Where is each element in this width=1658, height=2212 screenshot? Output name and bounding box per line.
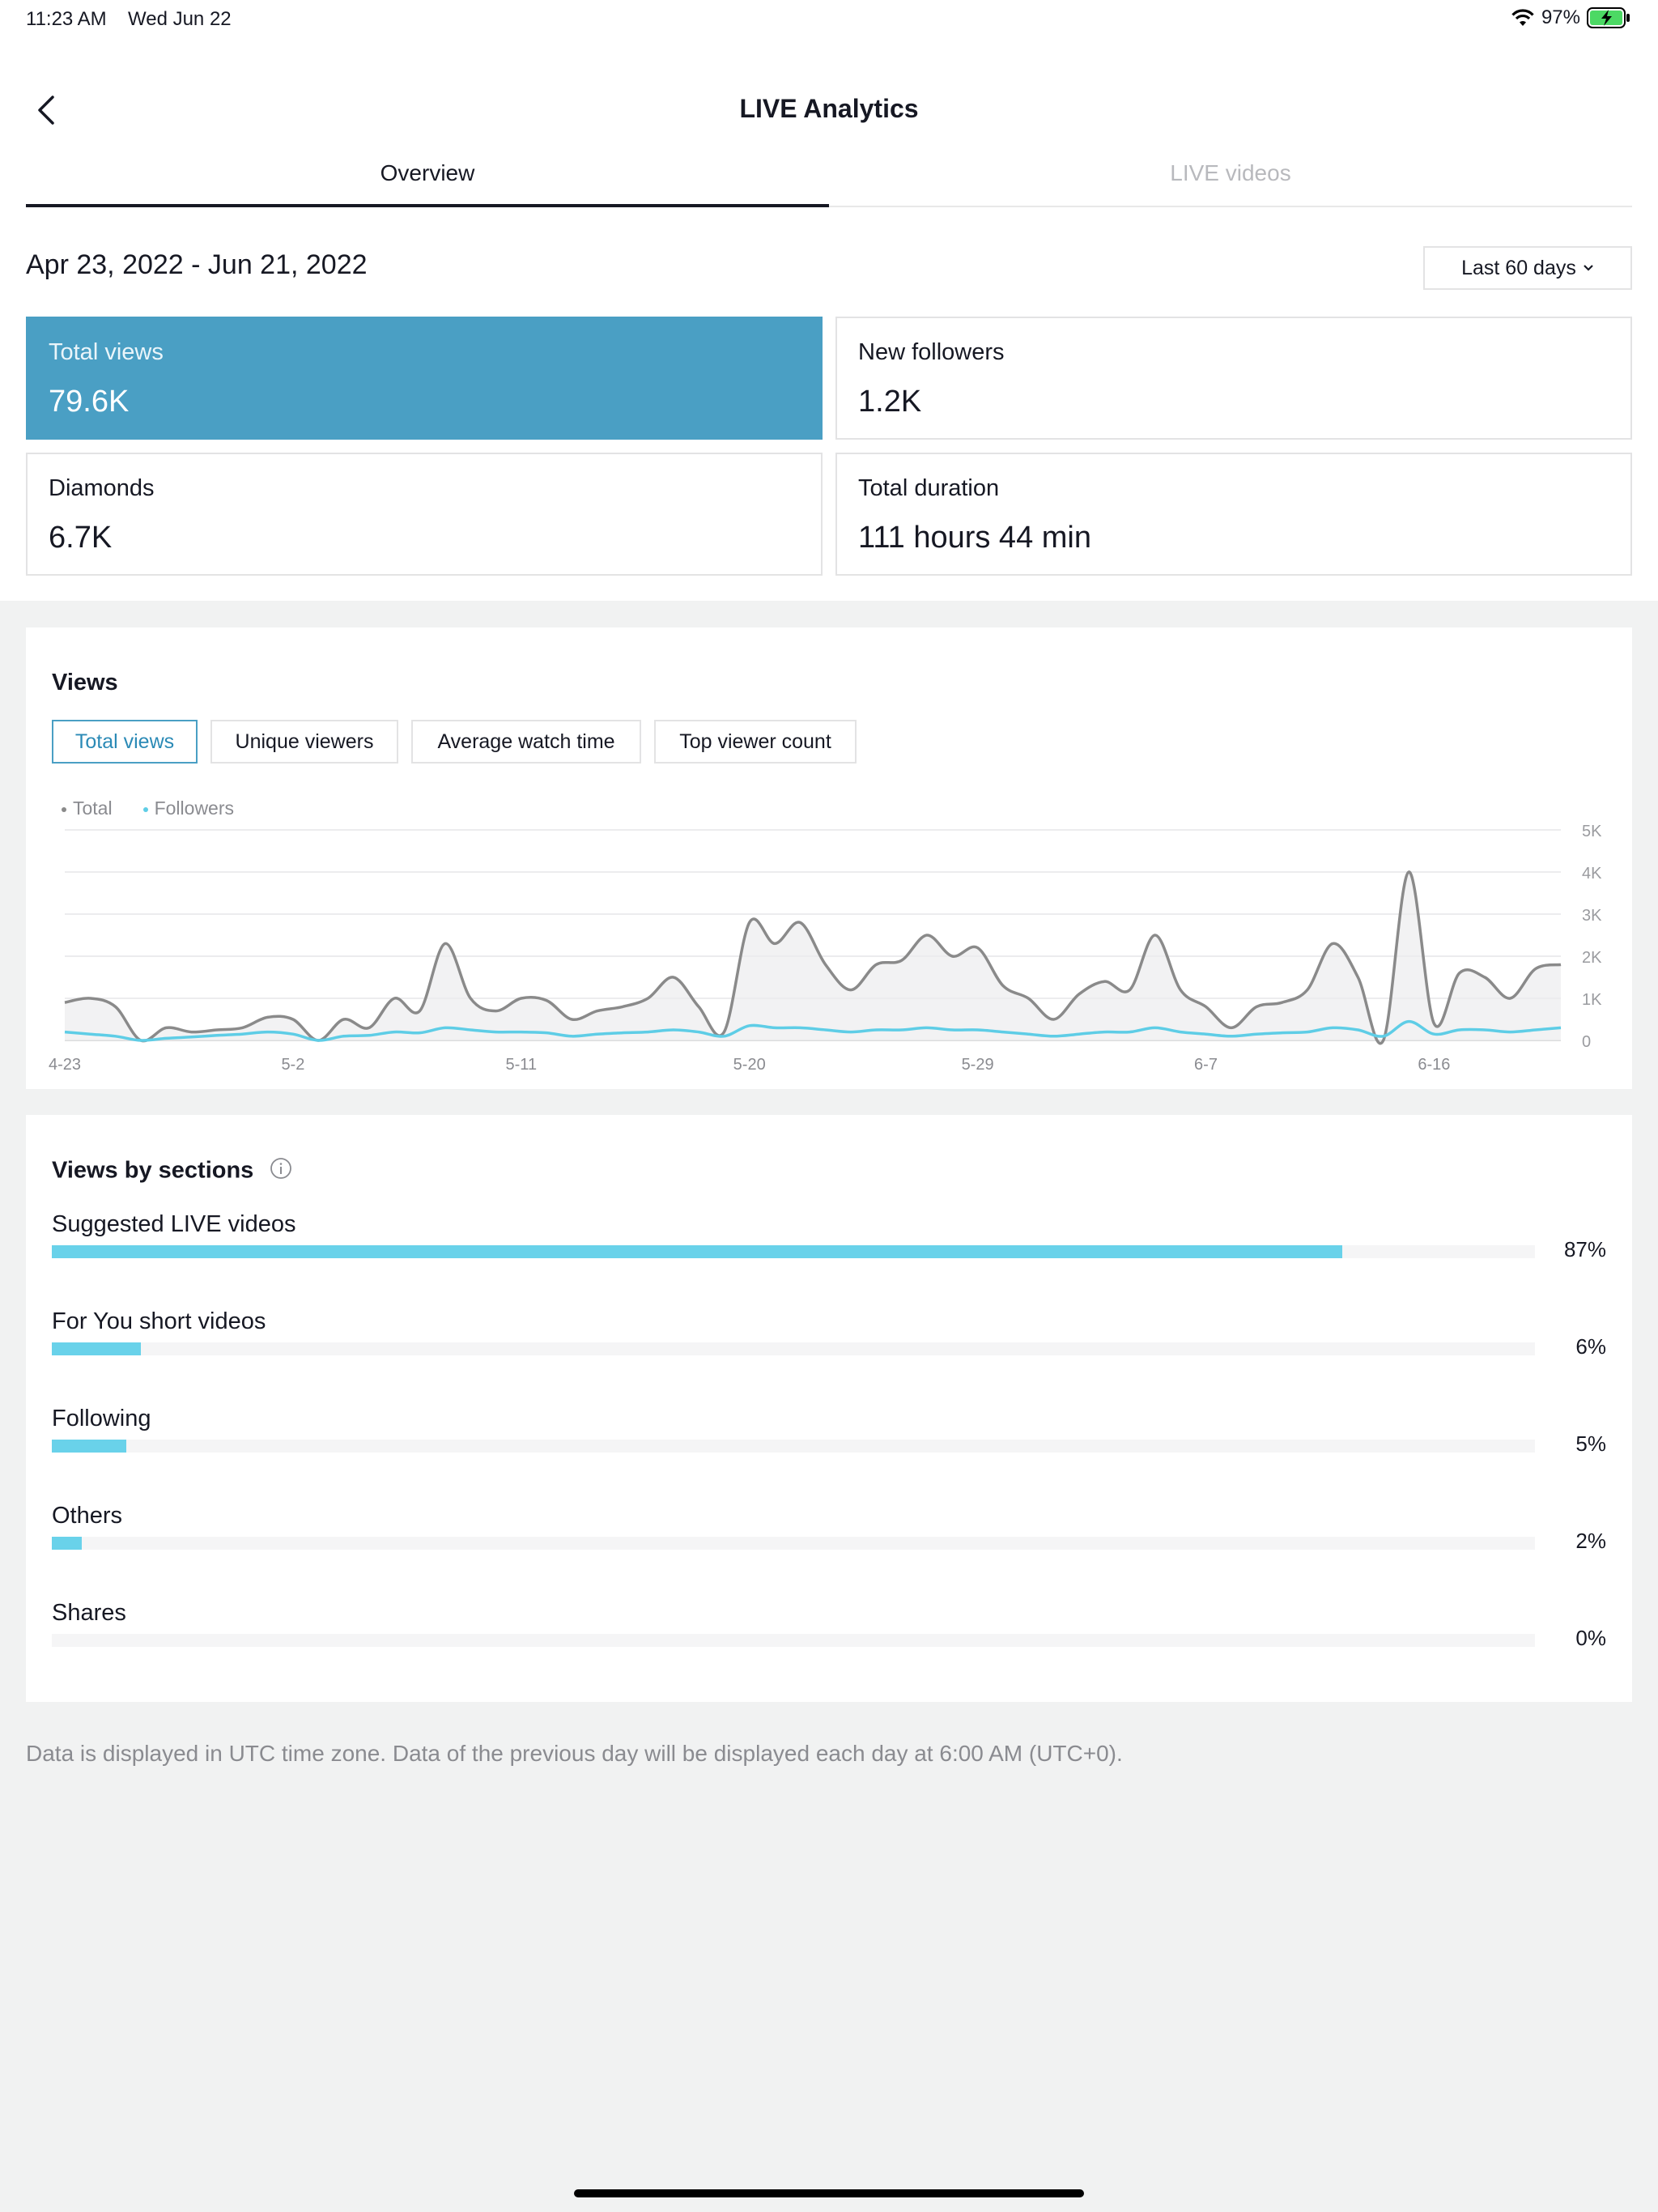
x-tick-label: 6-16 xyxy=(1418,1056,1450,1074)
chart-legend: Total Followers xyxy=(62,798,234,819)
y-tick-label: 1K xyxy=(1582,991,1602,1009)
status-time: 11:23 AM xyxy=(26,8,107,30)
section-fill xyxy=(52,1537,82,1550)
status-bar: 11:23 AM Wed Jun 22 97% xyxy=(0,0,1658,40)
page-title: LIVE Analytics xyxy=(739,94,919,123)
status-date: Wed Jun 22 xyxy=(128,8,232,30)
section-track xyxy=(52,1537,1535,1550)
back-button[interactable] xyxy=(21,86,70,134)
kpi-label: Total views xyxy=(49,339,164,365)
kpi-value: 79.6K xyxy=(49,385,130,419)
section-label: For You short videos xyxy=(52,1308,266,1334)
metric-tab-top-viewer-count[interactable]: Top viewer count xyxy=(654,720,857,764)
kpi-value: 111 hours 44 min xyxy=(858,521,1091,555)
x-tick-label: 5-20 xyxy=(733,1056,766,1074)
legend-item-total: Total xyxy=(62,798,113,819)
section-label: Suggested LIVE videos xyxy=(52,1211,296,1237)
section-fill xyxy=(52,1440,126,1453)
tab-bar: Overview LIVE videos xyxy=(26,146,1632,207)
section-pct: 6% xyxy=(1575,1334,1606,1359)
kpi-total-views[interactable]: Total views 79.6K xyxy=(26,317,823,440)
range-select[interactable]: Last 60 days xyxy=(1423,246,1632,290)
kpi-value: 1.2K xyxy=(858,385,922,419)
section-fill xyxy=(52,1342,141,1355)
nav-bar: LIVE Analytics xyxy=(0,78,1658,143)
series-line-followers xyxy=(64,1019,1562,1042)
kpi-label: New followers xyxy=(858,339,1005,365)
section-track xyxy=(52,1342,1535,1355)
area-total xyxy=(65,871,1561,1044)
x-tick-label: 5-2 xyxy=(281,1056,304,1074)
metric-tab-unique-viewers[interactable]: Unique viewers xyxy=(210,720,398,764)
date-range: Apr 23, 2022 - Jun 21, 2022 xyxy=(26,249,368,280)
battery-percent: 97% xyxy=(1541,6,1580,28)
x-tick-label: 5-11 xyxy=(506,1056,538,1074)
sections-card: Views by sections Suggested LIVE videos … xyxy=(26,1115,1632,1702)
home-indicator[interactable] xyxy=(574,2189,1084,2197)
views-card-title: Views xyxy=(52,670,118,696)
section-pct: 87% xyxy=(1563,1237,1606,1261)
y-tick-label: 0 xyxy=(1582,1033,1591,1051)
section-label: Others xyxy=(52,1503,123,1529)
chevron-down-icon xyxy=(1584,265,1593,271)
kpi-diamonds[interactable]: Diamonds 6.7K xyxy=(26,453,823,576)
kpi-label: Total duration xyxy=(858,475,1000,501)
y-tick-label: 3K xyxy=(1582,907,1602,925)
x-tick-label: 5-29 xyxy=(962,1056,994,1074)
y-tick-label: 5K xyxy=(1582,823,1602,840)
battery-icon xyxy=(1587,7,1630,28)
kpi-label: Diamonds xyxy=(49,475,155,501)
section-pct: 2% xyxy=(1575,1529,1606,1553)
section-track xyxy=(52,1634,1535,1647)
wifi-icon xyxy=(1511,8,1535,28)
series-line-total xyxy=(64,870,1562,1045)
legend-dot-total xyxy=(62,806,66,812)
footnote: Data is displayed in UTC time zone. Data… xyxy=(26,1741,1123,1766)
kpi-new-followers[interactable]: New followers 1.2K xyxy=(835,317,1632,440)
y-tick-label: 2K xyxy=(1582,949,1602,967)
metric-tab-average-watch-time[interactable]: Average watch time xyxy=(411,720,641,764)
section-track xyxy=(52,1440,1535,1453)
sections-card-title: Views by sections xyxy=(52,1157,292,1186)
tab-live-videos[interactable]: LIVE videos xyxy=(1170,160,1291,185)
tab-underline xyxy=(26,204,829,207)
kpi-total-duration[interactable]: Total duration 111 hours 44 min xyxy=(835,453,1632,576)
chevron-left-icon xyxy=(38,96,54,125)
y-tick-label: 4K xyxy=(1582,865,1602,883)
sections-card-title-text: Views by sections xyxy=(52,1157,254,1184)
section-label: Following xyxy=(52,1406,151,1431)
section-label: Shares xyxy=(52,1600,126,1626)
section-fill xyxy=(52,1245,1342,1258)
section-pct: 0% xyxy=(1575,1626,1606,1650)
section-track xyxy=(52,1245,1535,1258)
metric-tab-total-views[interactable]: Total views xyxy=(52,720,198,764)
x-tick-label: 6-7 xyxy=(1194,1056,1218,1074)
legend-label-total: Total xyxy=(73,798,113,819)
views-card: Views Total views Unique viewers Average… xyxy=(26,627,1632,1089)
range-select-label: Last 60 days xyxy=(1461,256,1576,279)
section-pct: 5% xyxy=(1575,1431,1606,1456)
views-line-chart: 5K 4K 3K 2K 1K 0 4-23 5-2 5-11 5-20 5-29 6-7 6-16 xyxy=(49,823,1602,1074)
x-tick-label: 4-23 xyxy=(49,1056,81,1074)
legend-dot-followers xyxy=(142,806,148,812)
tab-overview[interactable]: Overview xyxy=(380,160,475,185)
legend-item-followers: Followers xyxy=(142,798,235,819)
kpi-value: 6.7K xyxy=(49,521,113,555)
info-icon[interactable] xyxy=(270,1157,292,1186)
legend-label-followers: Followers xyxy=(154,798,235,819)
status-right: 97% xyxy=(1511,6,1630,29)
